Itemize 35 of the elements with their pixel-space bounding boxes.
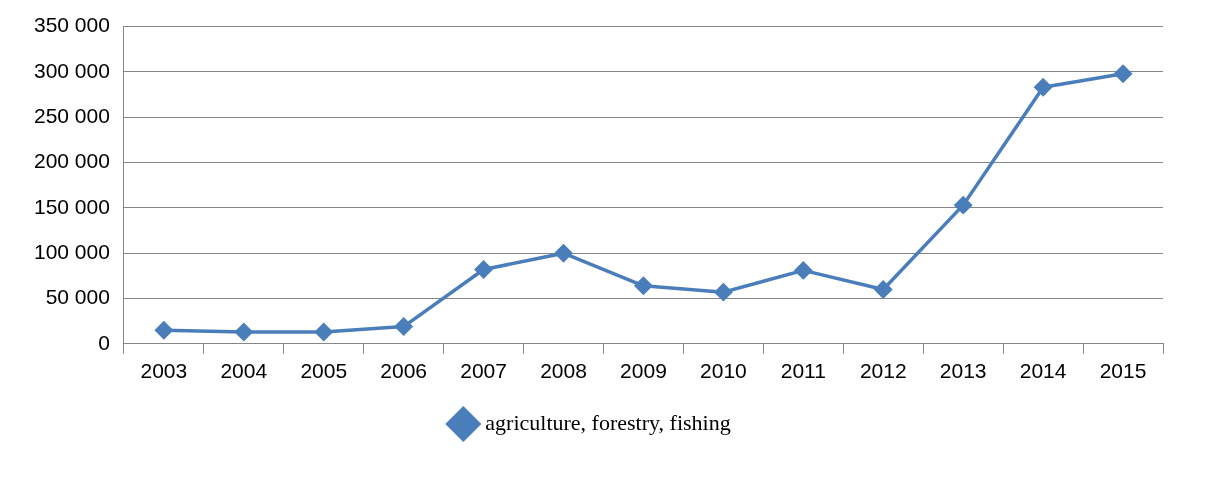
legend-label: agriculture, forestry, fishing	[485, 409, 731, 435]
y-tick-label: 150 000	[33, 194, 110, 218]
x-tick-label: 2003	[140, 359, 188, 383]
x-tick-label: 2011	[780, 359, 826, 383]
y-tick-label: 350 000	[33, 13, 110, 37]
point	[554, 244, 573, 262]
y-tick-label: 0	[98, 330, 110, 354]
point	[155, 321, 173, 339]
x-tick-label: 2007	[460, 359, 507, 383]
x-tick-label: 2012	[859, 359, 907, 383]
point	[794, 261, 813, 280]
point	[954, 196, 972, 214]
point	[1034, 78, 1052, 97]
x-tick-label: 2008	[540, 359, 587, 383]
point	[634, 277, 653, 295]
point	[394, 317, 413, 336]
point	[474, 260, 493, 279]
x-tick-label: 2005	[300, 359, 348, 383]
point	[235, 323, 253, 341]
y-tick-label: 50 000	[45, 285, 110, 309]
x-tick-label: 2013	[939, 359, 987, 383]
x-tick-label: 2014	[1019, 359, 1067, 383]
y-tick-label: 200 000	[33, 149, 110, 173]
point	[1114, 64, 1132, 83]
point	[314, 323, 333, 341]
x-tick-label: 2015	[1099, 359, 1147, 383]
x-tick-label: 2009	[620, 359, 667, 383]
y-tick-label: 100 000	[33, 239, 110, 263]
y-tick-label: 250 000	[33, 104, 110, 128]
y-tick-label: 300 000	[33, 58, 110, 82]
x-tick-label: 2010	[700, 359, 747, 383]
point	[714, 283, 733, 301]
x-tick-label: 2004	[220, 359, 268, 383]
point	[874, 280, 892, 299]
x-tick-label: 2006	[380, 359, 428, 383]
